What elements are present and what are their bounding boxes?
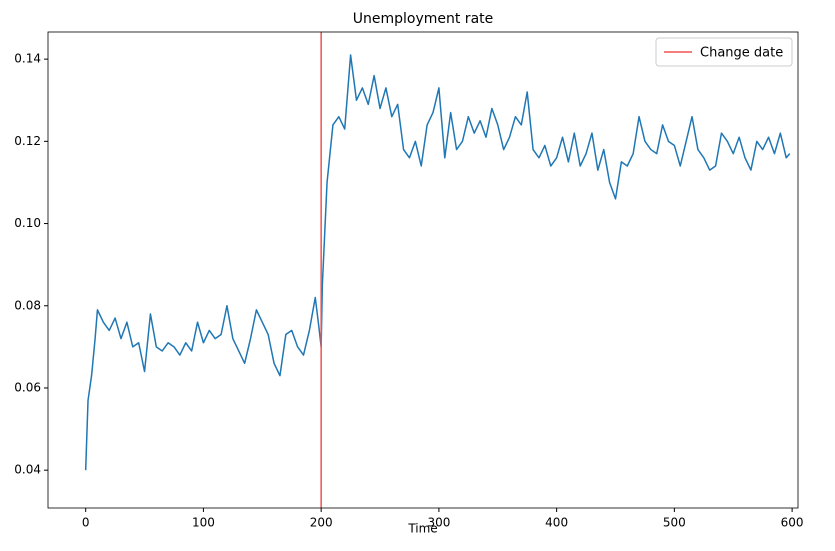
y-tick-label: 0.06 bbox=[14, 380, 41, 394]
plot-frame bbox=[47, 31, 799, 509]
y-tick-label: 0.14 bbox=[14, 52, 41, 66]
y-tick-label: 0.08 bbox=[14, 298, 41, 312]
y-tick-label: 0.10 bbox=[14, 216, 41, 230]
y-tick-label: 0.04 bbox=[14, 463, 41, 477]
x-tick-label: 300 bbox=[427, 516, 450, 530]
x-tick-label: 600 bbox=[781, 516, 804, 530]
x-tick-label: 400 bbox=[545, 516, 568, 530]
legend-box bbox=[655, 37, 793, 67]
data-line bbox=[84, 54, 791, 471]
y-tick-label: 0.12 bbox=[14, 134, 41, 148]
x-tick-label: 100 bbox=[192, 516, 215, 530]
chart-title: Unemployment rate bbox=[353, 11, 494, 27]
legend-label: Change date bbox=[700, 46, 783, 61]
x-tick-label: 500 bbox=[663, 516, 686, 530]
x-tick-label: 0 bbox=[82, 516, 90, 530]
x-tick-label: 200 bbox=[310, 516, 333, 530]
x-axis-label: Time bbox=[407, 522, 437, 536]
